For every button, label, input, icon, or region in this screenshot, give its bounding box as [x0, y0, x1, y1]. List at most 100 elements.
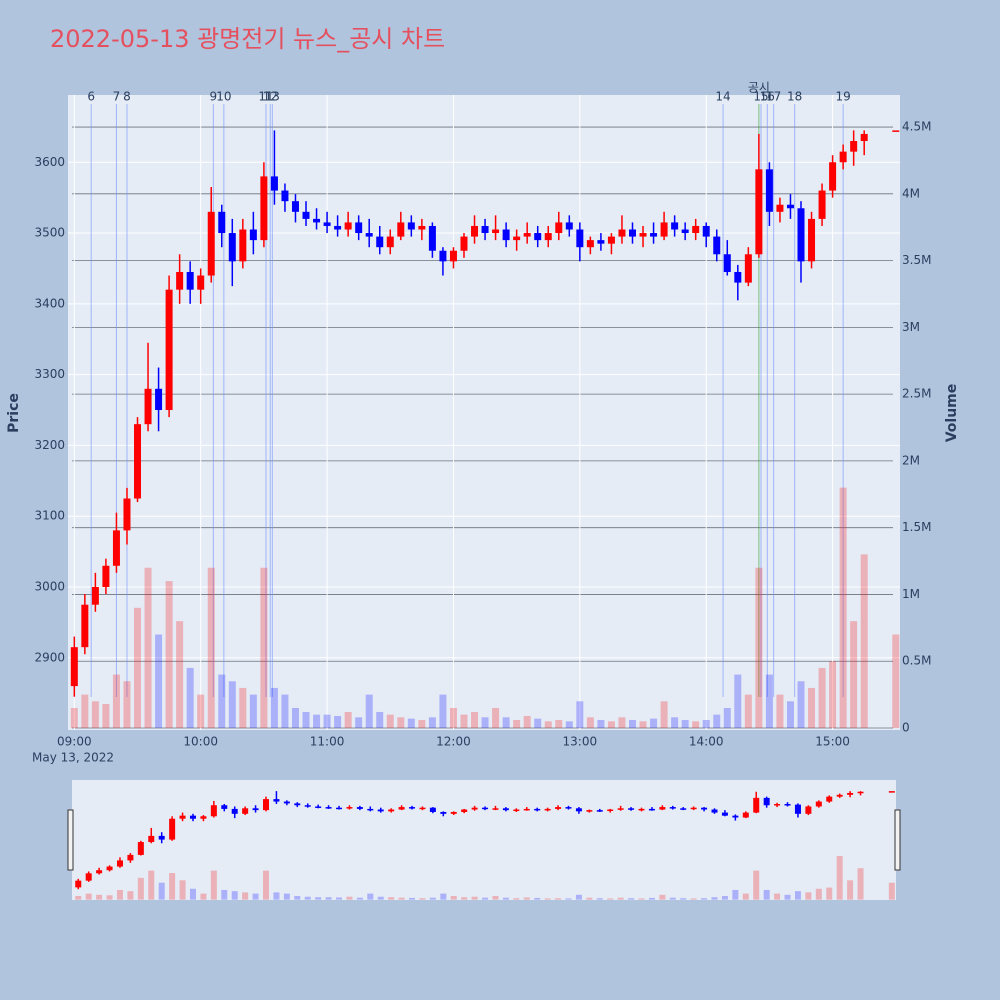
- slider-volume-bar: [148, 870, 155, 900]
- volume-bar: [407, 718, 415, 728]
- slider-volume-bar: [711, 897, 718, 900]
- y2-tick-label: 1M: [902, 587, 920, 601]
- candle-body: [502, 229, 510, 241]
- slider-volume-bar: [137, 877, 144, 900]
- slider-volume-bar: [252, 893, 259, 900]
- slider-handle[interactable]: [67, 809, 74, 871]
- volume-bar: [808, 687, 816, 728]
- slider-candle-body: [555, 807, 562, 809]
- slider-candle-body: [252, 808, 259, 811]
- candle-body: [586, 240, 594, 248]
- slider-volume-bar: [450, 896, 457, 900]
- candle-body: [702, 225, 710, 237]
- candle-body: [176, 271, 184, 290]
- slider-volume-bar: [200, 893, 207, 900]
- x-tick-label: 09:00: [57, 735, 92, 749]
- volume-bar: [112, 674, 120, 728]
- volume-bar: [565, 721, 573, 728]
- y-tick-label: 3100: [34, 509, 65, 523]
- candle-body: [460, 236, 468, 251]
- volume-bar: [555, 719, 563, 728]
- volume-bar: [291, 707, 299, 728]
- slider-candle-body: [450, 811, 457, 814]
- news-label: 13: [265, 90, 280, 104]
- volume-bar: [355, 717, 363, 728]
- volume-bar: [302, 711, 310, 728]
- volume-bar: [734, 674, 742, 728]
- slider-volume-bar: [888, 882, 895, 900]
- slider-volume-bar: [523, 897, 530, 900]
- slider-candle-body: [294, 803, 301, 806]
- slider-volume-bar: [701, 898, 708, 900]
- volume-bar: [144, 567, 152, 728]
- slider-volume-bar: [628, 898, 635, 900]
- candle-body: [618, 229, 626, 237]
- volume-bar: [249, 694, 257, 728]
- y-tick-label: 3400: [34, 296, 65, 310]
- slider-candle-body: [210, 805, 217, 817]
- slider-volume-bar: [690, 898, 697, 900]
- news-label: 9: [210, 90, 218, 104]
- slider-volume-bar: [158, 882, 165, 900]
- candle-body: [155, 388, 163, 411]
- y2-tick-label: 2.5M: [902, 387, 931, 401]
- volume-bar: [586, 717, 594, 728]
- slider-candle-body: [315, 806, 322, 808]
- candle-body: [628, 229, 636, 237]
- candle-body: [323, 222, 331, 226]
- slider-volume-bar: [304, 896, 311, 900]
- slider-volume-bar: [742, 893, 749, 900]
- slider-volume-bar: [75, 896, 82, 900]
- slider-volume-bar: [325, 897, 332, 900]
- slider-volume-bar: [680, 898, 687, 900]
- slider-volume-bar: [116, 889, 123, 900]
- slider-candle-body: [690, 807, 697, 810]
- slider-volume-bar: [805, 892, 812, 900]
- volume-bar: [597, 719, 605, 728]
- slider-candle-body: [523, 808, 530, 811]
- slider-volume-bar: [294, 896, 301, 900]
- slider-candle-body: [304, 805, 311, 807]
- candle-body: [397, 222, 405, 237]
- slider-candle-body: [805, 806, 812, 814]
- slider-volume-bar: [409, 897, 416, 900]
- slider-volume-bar: [774, 893, 781, 900]
- volume-bar: [344, 711, 352, 728]
- volume-bar: [702, 719, 710, 728]
- slider-volume-bar: [502, 897, 509, 900]
- slider-volume-bar: [534, 897, 541, 900]
- candle-body: [565, 222, 573, 230]
- volume-bar: [797, 681, 805, 728]
- slider-candle-body: [179, 815, 186, 819]
- chart-title: 2022-05-13 광명전기 뉴스_공시 차트: [50, 25, 445, 53]
- news-label: 17: [766, 90, 781, 104]
- slider-candle-body: [158, 835, 165, 840]
- volume-bar: [134, 607, 142, 728]
- volume-bar: [91, 701, 99, 728]
- candle-body: [112, 530, 120, 566]
- slider-volume-bar: [367, 893, 374, 900]
- slider-candle-body: [711, 809, 718, 813]
- slider-candle-body: [440, 811, 447, 814]
- candle-body: [249, 229, 257, 241]
- volume-bar: [365, 694, 373, 728]
- candle-body: [513, 236, 521, 241]
- volume-bar: [618, 717, 626, 728]
- slider-candle-body: [429, 807, 436, 812]
- candle-body: [228, 233, 236, 262]
- volume-bar: [197, 694, 205, 728]
- volume-bar: [449, 707, 457, 728]
- volume-bar: [628, 719, 636, 728]
- volume-bar: [102, 703, 110, 728]
- slider-candle-body: [200, 816, 207, 819]
- slider-candle-body: [148, 835, 155, 843]
- slider-candle-body: [377, 809, 384, 812]
- slider-volume-bar: [231, 891, 238, 900]
- slider-volume-bar: [440, 893, 447, 900]
- volume-bar: [650, 718, 658, 728]
- candle-body: [734, 271, 742, 283]
- y-axis-title: Price: [6, 393, 22, 433]
- slider-handle[interactable]: [894, 809, 901, 871]
- slider-volume-bar: [544, 898, 551, 900]
